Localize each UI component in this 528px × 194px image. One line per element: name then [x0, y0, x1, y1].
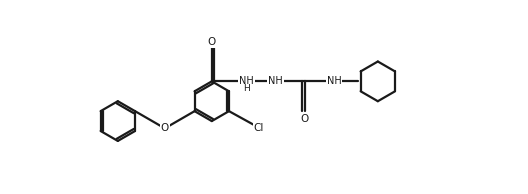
Text: NH: NH: [326, 76, 341, 86]
Text: O: O: [208, 37, 216, 47]
Text: NH: NH: [239, 76, 253, 86]
Text: NH: NH: [268, 76, 283, 86]
Text: O: O: [300, 114, 309, 124]
Text: O: O: [161, 123, 169, 133]
Text: H: H: [243, 84, 250, 94]
Text: Cl: Cl: [253, 123, 264, 133]
